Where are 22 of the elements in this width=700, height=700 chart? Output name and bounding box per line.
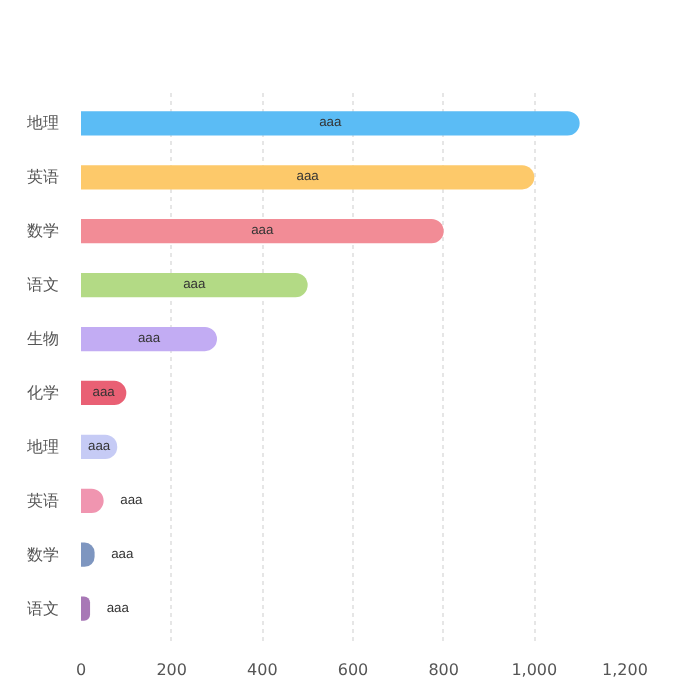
x-tick-label: 1,000 (511, 661, 558, 679)
y-tick-label: 数学 (27, 222, 59, 241)
y-tick-label: 语文 (27, 276, 59, 295)
x-tick-label: 600 (337, 661, 369, 679)
x-tick-label: 800 (428, 661, 459, 679)
y-tick-label: 英语 (27, 168, 59, 187)
bar (81, 219, 444, 244)
x-tick-label: 0 (75, 661, 87, 679)
bar (81, 272, 308, 298)
y-tick-label: 英语 (27, 491, 59, 510)
x-tick-label: 400 (247, 661, 278, 679)
x-tick-label: 1,200 (602, 661, 648, 679)
y-tick-label: 化学 (27, 383, 59, 402)
y-tick-label: 地理 (25, 437, 59, 456)
x-tick-label: 200 (156, 661, 187, 679)
bar (81, 326, 217, 352)
bar (81, 111, 580, 136)
y-tick-label: 语文 (27, 599, 59, 618)
bar (81, 165, 535, 190)
y-tick-label: 生物 (27, 330, 59, 349)
y-tick-label: 数学 (27, 545, 59, 564)
y-tick-label: 地理 (25, 114, 59, 133)
